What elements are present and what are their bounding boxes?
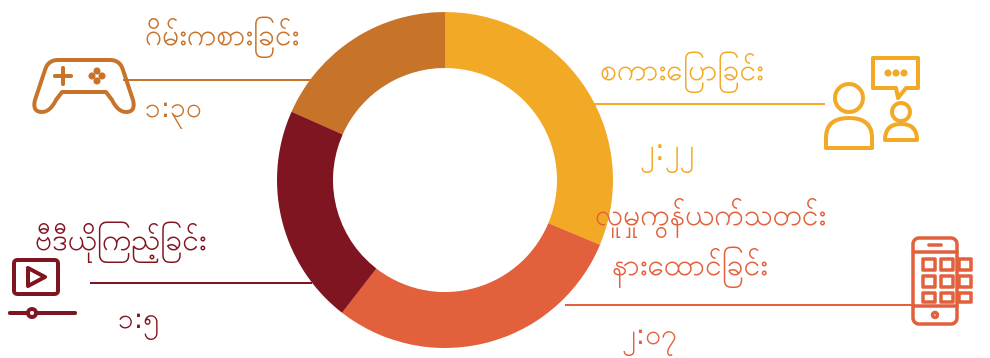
slice-talking bbox=[445, 12, 613, 245]
label-gaming: ဂိမ်းကစားခြင်း bbox=[145, 16, 299, 59]
mobile-apps-icon bbox=[911, 236, 973, 326]
label-social-line1: လူမှုကွန်ယက်သတင်း bbox=[595, 198, 826, 239]
label-talking: စကားပြောခြင်း bbox=[600, 51, 764, 94]
label-video: ဗီဒီယိုကြည့်ခြင်း bbox=[35, 221, 206, 264]
value-social: ၂:၀၇ bbox=[622, 318, 677, 357]
slice-video bbox=[277, 111, 377, 313]
slice-gaming bbox=[291, 12, 445, 135]
gamepad-icon bbox=[32, 58, 136, 114]
value-gaming: ၁:၃၀ bbox=[145, 91, 202, 130]
label-social-line2: နားထောင်ခြင်း bbox=[612, 246, 768, 289]
value-video: ၁:၅ bbox=[118, 302, 159, 341]
video-play-icon bbox=[8, 258, 77, 319]
chat-user-icon bbox=[824, 56, 920, 150]
slice-social bbox=[341, 223, 600, 348]
value-talking: ၂:၂၂ bbox=[640, 133, 694, 174]
donut-slices bbox=[277, 12, 613, 348]
